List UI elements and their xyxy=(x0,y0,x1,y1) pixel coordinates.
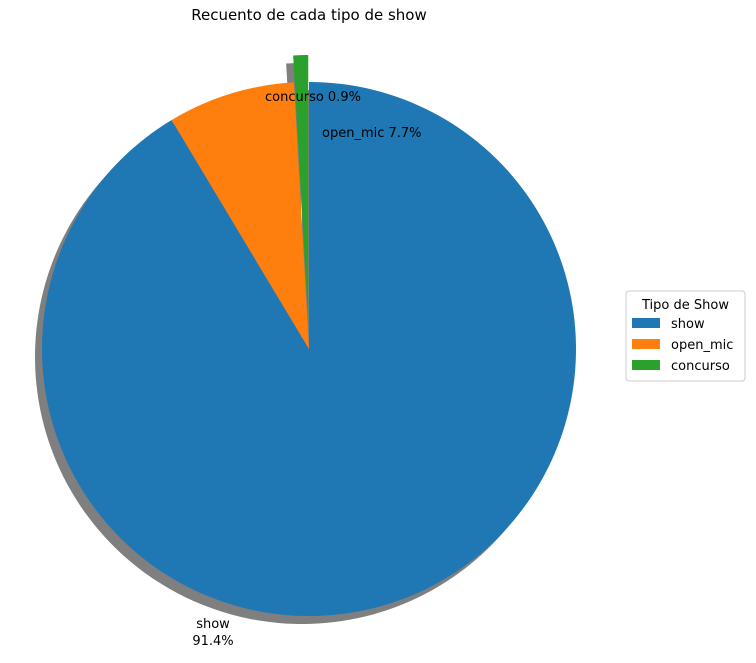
legend-label-show: show xyxy=(671,317,705,332)
legend-label-concurso: concurso xyxy=(671,359,730,374)
chart-title: Recuento de cada tipo de show xyxy=(191,6,427,24)
pie-labels: show 91.4% open_mic 7.7% concurso 0.9% xyxy=(192,90,421,649)
slice-concurso xyxy=(293,55,309,323)
legend: Tipo de Show show open_mic concurso xyxy=(625,290,746,382)
legend-title: Tipo de Show xyxy=(641,298,729,313)
slice-label-concurso: concurso 0.9% xyxy=(265,90,361,105)
legend-swatch-open_mic xyxy=(632,339,660,349)
legend-swatch-show xyxy=(632,318,660,328)
slice-label-open_mic: open_mic 7.7% xyxy=(322,126,422,141)
slice-open_mic xyxy=(171,82,309,349)
pct-label-show: 91.4% xyxy=(192,634,233,649)
pie-slices xyxy=(41,55,576,616)
legend-frame xyxy=(625,290,746,382)
legend-entries: show open_mic concurso xyxy=(632,317,733,374)
legend-label-open_mic: open_mic xyxy=(671,338,733,353)
legend-swatch-concurso xyxy=(632,360,660,370)
slice-label-show: show xyxy=(196,617,230,632)
